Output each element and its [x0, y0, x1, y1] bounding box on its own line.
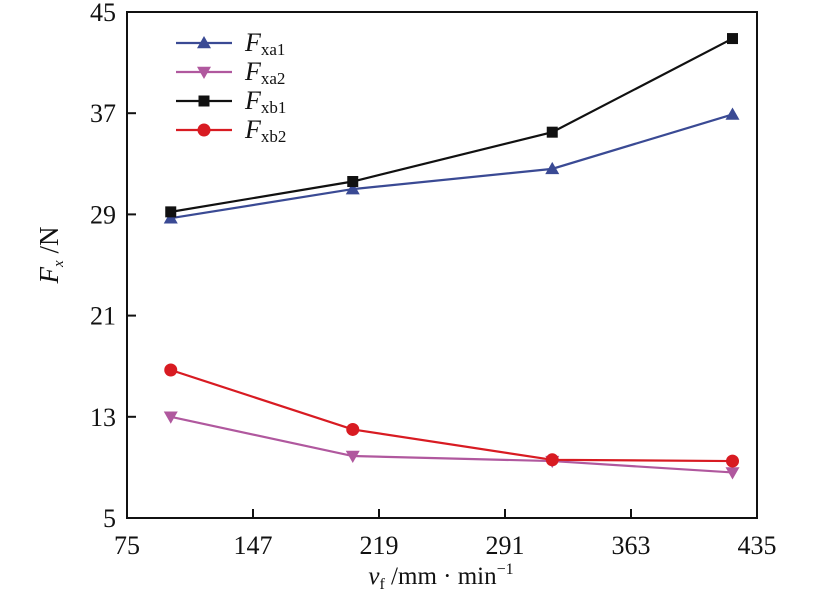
- x-tick-label-363: 363: [612, 531, 651, 560]
- data-point-Fxb2-1: [164, 363, 177, 376]
- legend-label-Fxa2: Fxa2: [244, 57, 285, 88]
- y-axis-label: Fx /N: [34, 227, 67, 285]
- legend-item-Fxb2: Fxb2: [176, 115, 286, 146]
- y-tick-label-37: 37: [90, 99, 116, 128]
- series-Fxb2: [164, 363, 739, 467]
- x-axis-label: vf /mm · min−1: [368, 561, 513, 591]
- data-point-Fxb1-2: [347, 176, 358, 187]
- legend-label-Fxb2: Fxb2: [244, 115, 286, 146]
- legend-label-Fxb1: Fxb1: [244, 86, 286, 117]
- data-point-Fxa1-4: [726, 107, 740, 119]
- x-tick-label-147: 147: [234, 531, 273, 560]
- y-tick-label-21: 21: [90, 302, 116, 331]
- legend-item-Fxa2: Fxa2: [176, 57, 285, 88]
- legend-marker-Fxb2: [198, 124, 211, 137]
- legend-item-Fxa1: Fxa1: [176, 28, 285, 59]
- x-tick-label-291: 291: [486, 531, 525, 560]
- series-line-Fxb2: [171, 370, 733, 461]
- data-point-Fxb1-3: [547, 127, 558, 138]
- data-point-Fxb2-2: [346, 423, 359, 436]
- x-tick-label-219: 219: [360, 531, 399, 560]
- chart: Fxa1Fxa2Fxb1Fxb2 75 147 219 291 363 435 5 13 21 2…: [0, 0, 827, 591]
- x-tick-label-435: 435: [738, 531, 777, 560]
- y-tick-label-45: 45: [90, 0, 116, 27]
- y-tick-label-29: 29: [90, 200, 116, 229]
- data-point-Fxb2-4: [726, 455, 739, 468]
- legend-item-Fxb1: Fxb1: [176, 86, 286, 117]
- data-point-Fxa2-4: [726, 467, 740, 479]
- data-point-Fxb1-1: [165, 206, 176, 217]
- legend-marker-Fxb1: [199, 96, 210, 107]
- y-tick-label-13: 13: [90, 403, 116, 432]
- data-point-Fxb1-4: [727, 33, 738, 44]
- y-tick-label-5: 5: [103, 504, 116, 533]
- x-tick-label-75: 75: [114, 531, 140, 560]
- data-point-Fxb2-3: [546, 453, 559, 466]
- legend-label-Fxa1: Fxa1: [244, 28, 285, 59]
